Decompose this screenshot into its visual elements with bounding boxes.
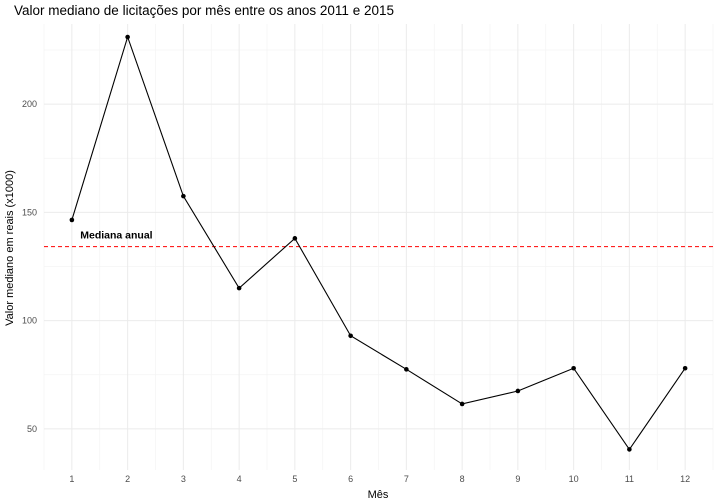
- x-tick-label: 9: [515, 474, 520, 484]
- y-tick-label: 200: [22, 99, 37, 109]
- y-tick-label: 100: [22, 316, 37, 326]
- x-tick-label: 8: [460, 474, 465, 484]
- x-tick-label: 1: [69, 474, 74, 484]
- x-tick-label: 6: [348, 474, 353, 484]
- x-tick-label: 4: [237, 474, 242, 484]
- data-point: [236, 285, 242, 291]
- data-point: [69, 217, 75, 223]
- x-axis-ticks: 1 2 3 4 5 6 7 8 9 10 11 12: [69, 474, 690, 484]
- chart-title: Valor mediano de licitações por mês entr…: [14, 3, 394, 18]
- y-axis-ticks: 50 100 150 200: [22, 99, 37, 434]
- x-tick-label: 7: [404, 474, 409, 484]
- x-tick-label: 10: [569, 474, 579, 484]
- y-axis-label: Valor mediano em reais (x1000): [4, 170, 16, 326]
- x-tick-label: 11: [625, 474, 634, 484]
- reference-line-group: Mediana anual: [44, 230, 713, 248]
- x-tick-label: 12: [680, 474, 690, 484]
- x-tick-label: 2: [125, 474, 130, 484]
- series-group: [69, 34, 688, 452]
- data-point: [404, 367, 409, 372]
- reference-line-label: Mediana anual: [80, 230, 152, 242]
- data-point: [125, 34, 130, 40]
- y-tick-label: 50: [27, 424, 37, 434]
- data-point: [515, 388, 521, 394]
- data-point: [627, 447, 632, 452]
- y-tick-label: 150: [22, 207, 37, 217]
- data-point: [571, 365, 576, 371]
- data-point: [348, 333, 353, 339]
- grid: [43, 24, 714, 470]
- x-axis-label: Mês: [368, 489, 389, 501]
- x-tick-label: 5: [292, 474, 297, 484]
- data-point: [682, 365, 688, 371]
- x-tick-label: 3: [181, 474, 186, 484]
- data-point: [292, 236, 298, 241]
- data-point: [459, 401, 465, 407]
- data-point: [181, 193, 186, 199]
- series-line: [71, 35, 686, 451]
